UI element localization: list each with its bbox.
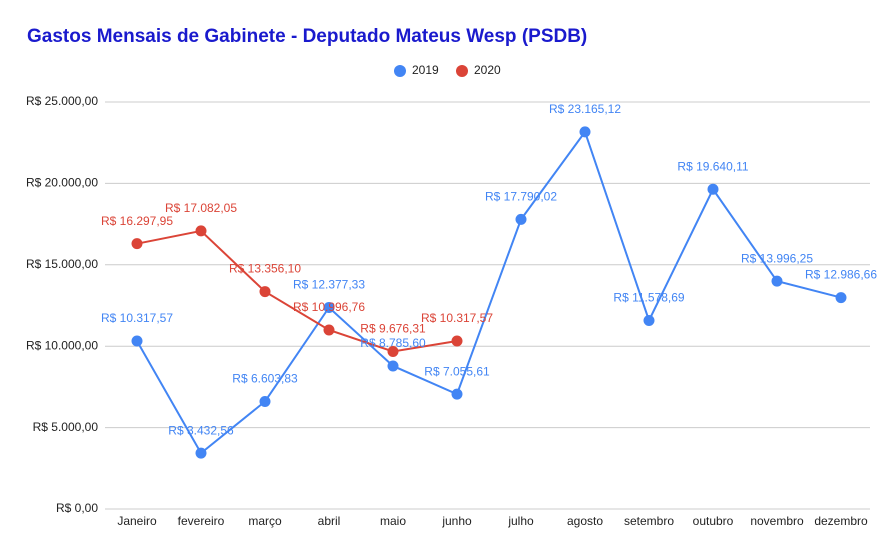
y-tick-label: R$ 25.000,00 [26,94,98,108]
y-tick-label: R$ 20.000,00 [26,176,98,190]
series-line [136,129,842,455]
x-tick-label: outubro [693,514,734,528]
y-tick-label: R$ 0,00 [56,501,98,515]
data-point [195,225,207,237]
data-label: R$ 12.986,66 [805,268,877,282]
data-label: R$ 13.356,10 [229,262,301,276]
data-point [259,286,271,298]
data-point [451,388,463,400]
data-label: R$ 8.785,60 [360,336,426,350]
data-point [195,447,207,459]
x-tick-label: fevereiro [178,514,225,528]
data-point [387,345,399,357]
data-label: R$ 10.317,57 [421,311,493,325]
legend-label: 2020 [474,63,501,77]
data-label: R$ 19.640,11 [677,159,748,173]
data-label: R$ 17.790,02 [485,190,557,204]
y-tick-label: R$ 15.000,00 [26,257,98,271]
data-label: R$ 9.676,31 [360,322,426,336]
data-point [771,275,783,287]
data-point [387,360,399,372]
data-point [579,126,591,138]
legend-marker [456,65,468,77]
data-label: R$ 11.578,69 [613,291,684,305]
data-label: R$ 7.055,61 [424,364,490,378]
data-label: R$ 10.317,57 [101,311,173,325]
data-point [259,395,271,407]
x-tick-label: setembro [624,514,674,528]
data-label: R$ 23.165,12 [549,102,621,116]
data-point [323,301,335,313]
data-point [131,238,143,250]
data-point [323,324,335,336]
x-tick-label: maio [380,514,406,528]
y-tick-label: R$ 10.000,00 [26,338,98,352]
chart-title: Gastos Mensais de Gabinete - Deputado Ma… [27,26,587,47]
x-tick-label: dezembro [814,514,868,528]
data-label: R$ 16.297,95 [101,214,173,228]
data-label: R$ 13.996,25 [741,251,813,265]
x-tick-label: junho [441,514,472,528]
data-point [131,335,143,347]
legend-label: 2019 [412,63,439,77]
x-tick-label: agosto [567,514,603,528]
data-point [451,335,463,347]
series-line [136,229,458,353]
legend-marker [394,65,406,77]
y-tick-label: R$ 5.000,00 [33,420,99,434]
data-label: R$ 12.377,33 [293,278,365,292]
x-tick-label: Janeiro [117,514,157,528]
x-tick-label: abril [318,514,341,528]
data-label: R$ 17.082,05 [165,201,237,215]
data-point [515,213,527,225]
data-label: R$ 6.603,83 [232,372,298,386]
x-tick-label: março [248,514,282,528]
data-point [707,183,719,195]
data-point [643,314,655,326]
data-point [835,292,847,304]
x-tick-label: julho [507,514,534,528]
x-tick-label: novembro [750,514,804,528]
data-label: R$ 10.996,76 [293,300,365,314]
data-label: R$ 3.432,56 [168,423,234,437]
